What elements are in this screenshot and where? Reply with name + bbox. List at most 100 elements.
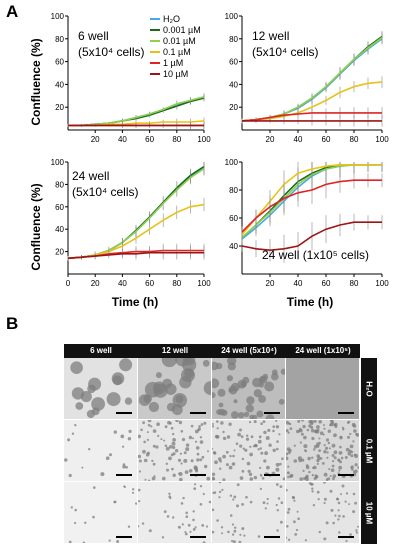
scale-bar [338, 412, 354, 414]
x-tick-label: 100 [375, 279, 389, 288]
micrograph-image [64, 358, 137, 419]
scale-bar [264, 474, 280, 476]
series-line [241, 179, 382, 233]
micrograph-image [212, 420, 285, 481]
x-tick-label: 20 [266, 279, 275, 288]
scale-bar [264, 536, 280, 538]
column-header-24-well-5e4: 24 well (5x10⁴) [212, 344, 286, 358]
y-axis-label-top: Confluence (%) [29, 38, 43, 125]
column-header-6-well: 6 well [64, 344, 138, 358]
y-tick-label: 60 [55, 58, 64, 67]
micrograph-image [64, 420, 137, 481]
y-tick-label: 100 [51, 12, 65, 21]
micrograph-image [212, 482, 285, 543]
y-tick-label: 80 [229, 186, 238, 195]
scale-bar [116, 412, 132, 414]
scale-bar [116, 536, 132, 538]
chart-subtitle-24-well: (5x10⁴ cells) [72, 185, 139, 199]
legend-label: 0.01 µM [163, 36, 196, 46]
y-tick-label: 60 [55, 203, 64, 212]
y-tick-label: 60 [229, 58, 238, 67]
series-line [241, 164, 382, 236]
series-line [67, 251, 204, 260]
chart-24-well-1e5: 40 60 80 100 20 40 60 80 100 [225, 158, 390, 288]
row-header-10-um: 10 µM [361, 482, 377, 544]
series-line [241, 112, 382, 122]
x-tick-label: 40 [294, 135, 303, 144]
micrograph-image [64, 482, 137, 543]
x-tick-label: 80 [172, 279, 181, 288]
legend-label: H₂O [163, 14, 180, 24]
x-tick-label: 40 [294, 279, 303, 288]
x-tick-label: 20 [266, 135, 275, 144]
chart-title-12-well: 12 well [252, 29, 289, 43]
column-header-12-well: 12 well [138, 344, 212, 358]
scale-bar [190, 536, 206, 538]
panel-b-label: B [6, 314, 19, 333]
x-tick-label: 60 [322, 279, 331, 288]
legend-label: 0.001 µM [163, 25, 201, 35]
panel-a-label: A [6, 2, 19, 21]
x-tick-label: 100 [197, 279, 211, 288]
series-line [241, 221, 382, 252]
y-tick-label: 40 [55, 80, 64, 89]
y-tick-label: 20 [55, 248, 64, 257]
x-tick-label: 60 [145, 279, 154, 288]
y-tick-label: 60 [229, 214, 238, 223]
x-tick-label: 80 [350, 135, 359, 144]
chart-title-24-well: 24 well [72, 169, 109, 183]
y-tick-label: 100 [51, 158, 65, 167]
micrograph-image [138, 420, 211, 481]
x-tick-label: 100 [197, 135, 211, 144]
scale-bar [116, 474, 132, 476]
micrograph-grid: 6 well 12 well 24 well (5x10⁴) 24 well (… [64, 344, 377, 544]
chart-6-well: 20 40 60 80 100 20 40 60 80 100 [51, 12, 212, 144]
micrograph-image [286, 420, 359, 481]
legend-label: 0.1 µM [163, 47, 191, 57]
x-tick-label: 60 [322, 135, 331, 144]
row-header-h2o: H₂O [361, 358, 377, 420]
x-tick-label: 40 [118, 135, 127, 144]
chart-subtitle-6-well: (5x10⁴ cells) [78, 45, 145, 59]
x-axis-label-right: Time (h) [287, 295, 333, 309]
scale-bar [264, 412, 280, 414]
x-tick-label: 80 [350, 279, 359, 288]
y-tick-label: 20 [229, 103, 238, 112]
row-header-0-1-um: 0.1 µM [361, 420, 377, 482]
x-tick-label: 60 [145, 135, 154, 144]
x-tick-label: 40 [118, 279, 127, 288]
chart-title-24-well-1e5: 24 well (1x10⁵ cells) [262, 248, 369, 262]
y-tick-label: 100 [225, 12, 239, 21]
micrograph-image [286, 358, 359, 419]
y-tick-label: 80 [55, 180, 64, 189]
x-tick-label: 0 [66, 279, 71, 288]
column-header-24-well-1e5: 24 well (1x10⁵) [286, 344, 360, 358]
y-tick-label: 20 [55, 103, 64, 112]
chart-subtitle-12-well: (5x10⁴ cells) [252, 45, 319, 59]
y-tick-label: 40 [229, 242, 238, 251]
micrograph-image [138, 358, 211, 419]
x-tick-label: 20 [91, 279, 100, 288]
y-tick-label: 40 [229, 80, 238, 89]
y-tick-label: 100 [225, 158, 239, 167]
chart-12-well: 20 40 60 80 100 20 40 60 80 100 [225, 12, 390, 144]
scale-bar [338, 536, 354, 538]
micrograph-image [212, 358, 285, 419]
legend-label: 10 µM [163, 69, 188, 79]
scale-bar [190, 474, 206, 476]
y-tick-label: 80 [229, 35, 238, 44]
x-axis-label-left: Time (h) [112, 295, 158, 309]
legend-label: 1 µM [163, 58, 183, 68]
micrograph-image [138, 482, 211, 543]
chart-24-well-5e4: 20 40 60 80 100 0 20 40 60 80 100 [51, 158, 212, 288]
confluence-charts: Confluence (%) Confluence (%) Time (h) T… [29, 12, 390, 309]
y-tick-label: 40 [55, 225, 64, 234]
x-tick-label: 100 [375, 135, 389, 144]
y-tick-label: 80 [55, 35, 64, 44]
chart-title-6-well: 6 well [78, 29, 109, 43]
x-tick-label: 80 [172, 135, 181, 144]
micrograph-image [286, 482, 359, 543]
scale-bar [190, 412, 206, 414]
y-axis-label-bottom: Confluence (%) [29, 183, 43, 270]
